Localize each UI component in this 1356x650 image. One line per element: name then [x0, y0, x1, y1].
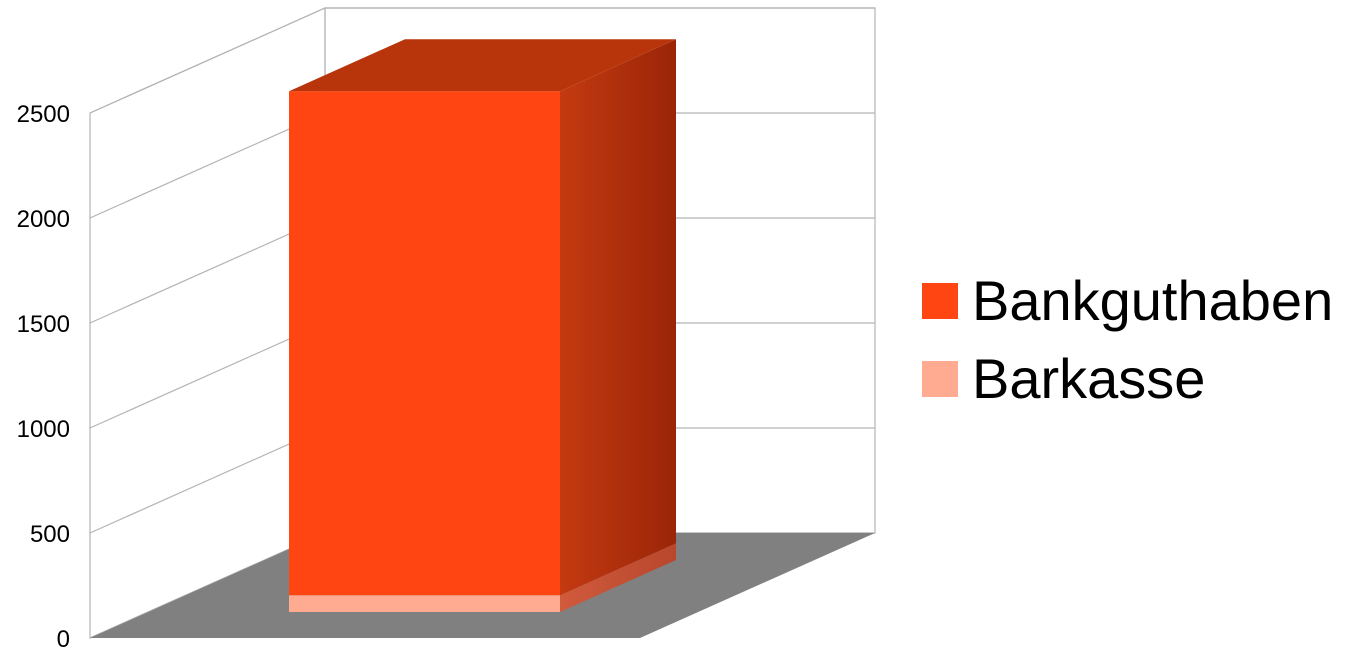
legend-swatch-barkasse [922, 361, 958, 397]
y-tick-label: 2500 [17, 101, 70, 128]
y-tick-label: 1000 [17, 416, 70, 443]
y-tick-label: 0 [57, 626, 70, 650]
y-tick-label: 500 [30, 521, 70, 548]
gridline [89, 7, 875, 114]
y-tick-label: 1500 [17, 311, 70, 338]
bar-side-bankguthaben [560, 39, 676, 596]
bar-side-barkasse [560, 543, 676, 612]
legend-label-barkasse: Barkasse [972, 347, 1206, 410]
bar-top-bankguthaben [289, 39, 676, 92]
y-tick-label: 2000 [17, 206, 70, 233]
bar-front-bankguthaben [289, 91, 560, 596]
legend: Bankguthaben Barkasse [922, 262, 1333, 418]
y-axis-ticks: 0 500 1000 1500 2000 2500 [17, 101, 70, 650]
legend-item-bankguthaben: Bankguthaben [922, 262, 1333, 340]
bars [289, 39, 676, 612]
bar-front-barkasse [289, 595, 560, 612]
legend-label-bankguthaben: Bankguthaben [972, 269, 1334, 332]
legend-swatch-bankguthaben [922, 283, 958, 319]
legend-item-barkasse: Barkasse [922, 340, 1333, 418]
